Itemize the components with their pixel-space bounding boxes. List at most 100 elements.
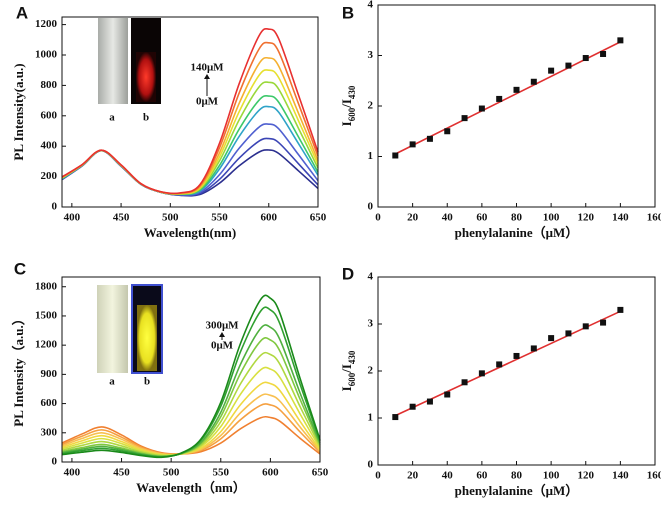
plot-frame — [377, 4, 656, 208]
plot-frame — [61, 16, 319, 208]
y-tick-label: 0 — [52, 201, 58, 213]
data-point — [617, 37, 624, 44]
x-tick-label: 0 — [375, 212, 381, 224]
data-point — [444, 391, 451, 398]
annotation: 140μM — [190, 62, 224, 74]
panel-label: D — [342, 264, 354, 283]
y-axis-label: I600/I430 — [339, 350, 357, 391]
x-tick-label: 20 — [407, 212, 419, 224]
y-axis-label-part: /I — [339, 364, 354, 374]
y-axis-label-part: I — [339, 386, 354, 391]
x-tick-label: 100 — [543, 470, 560, 482]
data-point — [426, 398, 433, 405]
annotation: 0μM — [211, 340, 234, 352]
annotation: 0μM — [196, 96, 219, 108]
arrow-head — [204, 74, 210, 79]
x-tick-label: 550 — [211, 212, 228, 224]
y-tick-label: 4 — [368, 0, 374, 11]
y-axis-label-part: 430 — [347, 350, 357, 364]
x-tick-label: 500 — [163, 467, 180, 479]
x-tick-label: 400 — [64, 467, 81, 479]
data-point — [530, 78, 537, 85]
x-tick-label: 60 — [476, 470, 488, 482]
x-tick-label: 60 — [476, 212, 488, 224]
y-tick-label: 1800 — [35, 280, 58, 292]
y-tick-label: 3 — [368, 318, 374, 330]
x-tick-label: 20 — [407, 470, 419, 482]
x-tick-label: 450 — [113, 212, 130, 224]
annotation: 300μM — [205, 320, 239, 332]
data-point — [582, 323, 589, 330]
data-point — [409, 403, 416, 410]
data-point — [582, 55, 589, 62]
data-point — [496, 95, 503, 102]
data-point — [513, 86, 520, 93]
y-tick-label: 200 — [41, 170, 58, 182]
y-tick-label: 600 — [41, 397, 58, 409]
x-tick-label: 160 — [647, 212, 661, 224]
x-tick-label: 80 — [511, 470, 523, 482]
spectrum-line — [61, 351, 321, 457]
x-tick-label: 500 — [162, 212, 179, 224]
inset-label: a — [109, 376, 115, 388]
spectrum-line — [61, 294, 321, 459]
y-axis-label-part: I — [339, 121, 354, 126]
x-tick-label: 120 — [578, 212, 595, 224]
x-tick-label: 40 — [442, 470, 454, 482]
data-point — [513, 352, 520, 359]
spectrum-line — [61, 403, 321, 456]
x-tick-label: 450 — [113, 467, 130, 479]
y-tick-label: 1 — [368, 150, 374, 162]
plot-frame — [61, 276, 321, 463]
spectrum-line — [61, 415, 321, 455]
spectrum-line — [61, 393, 321, 456]
spectrum-line — [61, 149, 319, 197]
data-point — [478, 370, 485, 377]
y-axis-label: PL Intensity（a.u.） — [11, 312, 26, 427]
y-tick-label: 600 — [41, 109, 58, 121]
x-tick-label: 400 — [64, 212, 81, 224]
y-axis-label-part: 600 — [347, 372, 357, 386]
x-tick-label: 120 — [578, 470, 595, 482]
y-tick-label: 2 — [368, 365, 374, 377]
y-tick-label: 400 — [41, 140, 58, 152]
spectrum-line — [61, 95, 319, 196]
x-tick-label: 100 — [543, 212, 560, 224]
y-axis-label-part: 430 — [347, 85, 357, 99]
data-point — [617, 306, 624, 313]
y-tick-label: 0 — [52, 456, 58, 468]
y-axis-label-part: /I — [339, 99, 354, 109]
spectrum-line — [61, 27, 319, 195]
inset-label: a — [109, 112, 115, 124]
data-point — [444, 128, 451, 135]
data-point — [600, 319, 607, 326]
x-tick-label: 140 — [612, 470, 629, 482]
inset-label: b — [144, 376, 150, 388]
data-point — [530, 345, 537, 352]
data-point — [461, 115, 468, 122]
data-point — [426, 135, 433, 142]
spectrum-line — [61, 137, 319, 197]
x-axis-label: phenylalanine（μM） — [455, 225, 579, 240]
panel-label: B — [342, 3, 354, 22]
y-axis-label: PL Intensity(a.u.) — [11, 63, 26, 160]
plot-frame — [377, 276, 656, 466]
data-point — [600, 50, 607, 57]
spectrum-line — [61, 366, 321, 457]
panel-label: C — [14, 259, 26, 278]
data-point — [392, 414, 399, 421]
arrow-head — [219, 332, 225, 337]
data-point — [409, 141, 416, 148]
x-tick-label: 550 — [213, 467, 230, 479]
y-tick-label: 1500 — [35, 309, 58, 321]
x-tick-label: 140 — [612, 212, 629, 224]
y-tick-label: 1200 — [35, 339, 58, 351]
y-tick-label: 300 — [41, 426, 58, 438]
x-axis-label: Wavelength（nm） — [136, 480, 246, 495]
data-point — [392, 152, 399, 159]
spectrum-line — [61, 324, 321, 458]
x-tick-label: 650 — [310, 212, 327, 224]
data-point — [565, 330, 572, 337]
y-tick-label: 0 — [368, 459, 374, 471]
